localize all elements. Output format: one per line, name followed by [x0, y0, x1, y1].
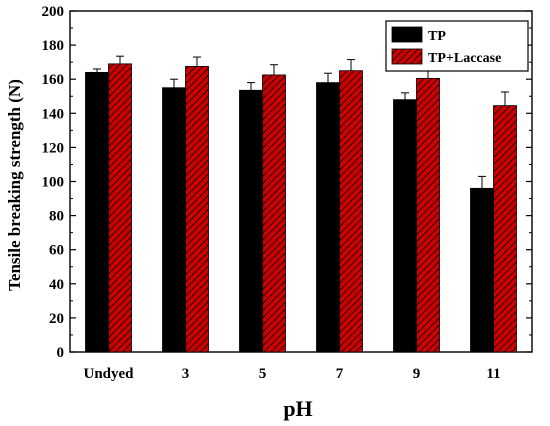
error-bars-group [93, 55, 509, 189]
bar-tp [85, 71, 109, 353]
x-axis: Undyed 3 5 7 9 11 [83, 346, 501, 382]
y-tick-label: 80 [49, 209, 64, 225]
bar-tp-laccase [262, 74, 286, 353]
x-tick-label: 7 [336, 366, 344, 382]
y-tick-label: 140 [42, 106, 65, 122]
bar-tp-laccase [339, 70, 363, 353]
x-tick-label: 5 [259, 366, 267, 382]
bar-tp [162, 87, 186, 353]
legend-label-tp: TP [428, 29, 446, 44]
y-axis: 0 20 40 60 80 100 120 140 160 180 200 [42, 4, 532, 361]
bar-tp-laccase [185, 66, 209, 353]
bar-tp [470, 187, 494, 353]
bar-tp-laccase [108, 63, 132, 353]
x-tick-label: 3 [182, 366, 190, 382]
y-tick-label: 20 [49, 311, 64, 327]
y-tick-label: 0 [57, 345, 65, 361]
bar-tp-laccase [416, 77, 440, 353]
legend: TP TP+Laccase [385, 20, 529, 72]
x-axis-title: pH [283, 396, 312, 421]
x-tick-label: 9 [413, 366, 421, 382]
x-tick-label: 11 [486, 366, 500, 382]
y-tick-label: 160 [42, 72, 65, 88]
y-tick-label: 40 [49, 277, 64, 293]
x-tick-label: Undyed [83, 366, 134, 382]
legend-swatch-tp [391, 26, 423, 43]
legend-label-tp-laccase: TP+Laccase [428, 51, 501, 66]
bar-tp-laccase [493, 105, 517, 353]
bar-tp [239, 89, 263, 353]
y-axis-title: Tensile breaking strength (N) [5, 79, 24, 291]
y-tick-label: 180 [42, 38, 65, 54]
y-tick-label: 100 [42, 175, 65, 191]
bars-group [85, 63, 517, 353]
y-tick-label: 200 [42, 4, 65, 20]
y-tick-label: 60 [49, 243, 64, 259]
y-tick-label: 120 [42, 140, 65, 156]
bar-tp [393, 99, 417, 353]
bar-tp [316, 82, 340, 353]
legend-swatch-tp-laccase [391, 48, 423, 65]
